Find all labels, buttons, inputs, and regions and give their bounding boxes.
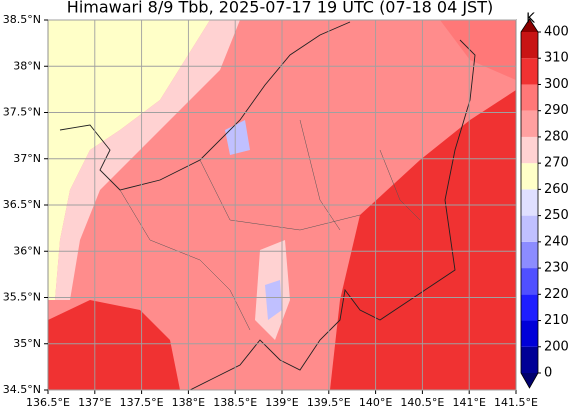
colorbar-label: 210 <box>544 313 569 328</box>
x-tick-label: 136.5°E <box>26 396 70 409</box>
x-tick-label: 138.5°E <box>213 396 257 409</box>
y-tick-label: 38°N <box>13 59 41 72</box>
y-tick-label: 36°N <box>13 244 41 257</box>
colorbar-band <box>521 58 538 85</box>
field-cold <box>48 20 210 300</box>
x-tick-label: 140.5°E <box>400 396 444 409</box>
colorbar-label: 220 <box>544 287 569 302</box>
y-tick-label: 35°N <box>13 337 41 350</box>
colorbar-label: 310 <box>544 51 569 66</box>
colorbar-label: 240 <box>544 234 569 249</box>
y-tick-label: 34.5°N <box>3 383 41 396</box>
y-tick-label: 35.5°N <box>3 291 41 304</box>
colorbar-label: 400 <box>544 25 569 40</box>
colorbar-label: 200 <box>544 339 569 354</box>
colorbar-band <box>521 268 538 295</box>
colorbar-band <box>521 320 538 347</box>
x-tick-label: 141°E <box>452 396 485 409</box>
x-tick-label: 139.5°E <box>307 396 351 409</box>
x-tick-label: 137.5°E <box>120 396 164 409</box>
y-tick-label: 37°N <box>13 152 41 165</box>
colorbar-label: 230 <box>544 261 569 276</box>
field-warm2 <box>440 20 516 80</box>
colorbar-label: 0 <box>544 366 552 381</box>
x-tick-label: 140°E <box>359 396 392 409</box>
colorbar-label: 290 <box>544 103 569 118</box>
colorbar-unit: K <box>526 12 535 27</box>
colorbar-label: 250 <box>544 208 569 223</box>
colorbar-band <box>521 84 538 111</box>
prefecture-borders <box>119 119 421 331</box>
field-warm3 <box>48 300 180 390</box>
colorbar-label: 300 <box>544 77 569 92</box>
colorbar-band <box>521 163 538 190</box>
y-tick-label: 36.5°N <box>3 198 41 211</box>
colorbar-label: 270 <box>544 156 569 171</box>
y-tick-label: 38.5°N <box>3 13 41 26</box>
x-tick-label: 138°E <box>172 396 205 409</box>
colorbar-extend-high <box>521 19 538 32</box>
colorbar-label: 280 <box>544 129 569 144</box>
y-tick-label: 37.5°N <box>3 106 41 119</box>
x-tick-label: 139°E <box>265 396 298 409</box>
field-cool <box>55 20 240 300</box>
colorbar-extend-low <box>521 373 538 388</box>
field-cloud2 <box>265 280 282 320</box>
colorbar-band <box>521 32 538 59</box>
colorbar-band <box>521 294 538 321</box>
colorbar-band <box>521 110 538 137</box>
colorbar-band <box>521 136 538 164</box>
x-tick-label: 137°E <box>78 396 111 409</box>
title: Himawari 8/9 Tbb, 2025-07-17 19 UTC (07-… <box>67 0 493 17</box>
x-tick-label: 141.5°E <box>494 396 538 409</box>
colorbar-band <box>521 189 538 216</box>
colorbar-band <box>521 241 538 269</box>
colorbar-band <box>521 346 538 373</box>
colorbar-label: 260 <box>544 182 569 197</box>
colorbar-band <box>521 215 538 242</box>
